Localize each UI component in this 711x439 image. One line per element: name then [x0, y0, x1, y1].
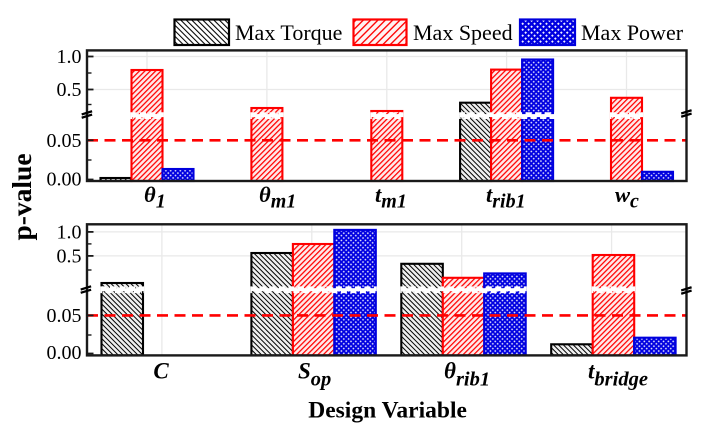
svg-text:0.05: 0.05: [47, 130, 82, 152]
svg-text:0.00: 0.00: [47, 169, 82, 191]
svg-text:1.0: 1.0: [57, 221, 82, 243]
svg-text:0.05: 0.05: [47, 305, 82, 327]
svg-text:p-value: p-value: [6, 153, 37, 240]
svg-text:0.5: 0.5: [57, 79, 82, 101]
svg-text:Design Variable: Design Variable: [308, 398, 467, 424]
svg-text:0.5: 0.5: [57, 245, 82, 267]
svg-text:C: C: [153, 359, 169, 384]
svg-text:Max Speed: Max Speed: [413, 20, 513, 45]
svg-text:Max Torque: Max Torque: [235, 20, 342, 45]
svg-text:0.00: 0.00: [47, 342, 82, 364]
svg-text:θ1: θ1: [144, 182, 166, 213]
svg-text:1.0: 1.0: [57, 46, 82, 68]
svg-text:Max Power: Max Power: [581, 20, 684, 45]
